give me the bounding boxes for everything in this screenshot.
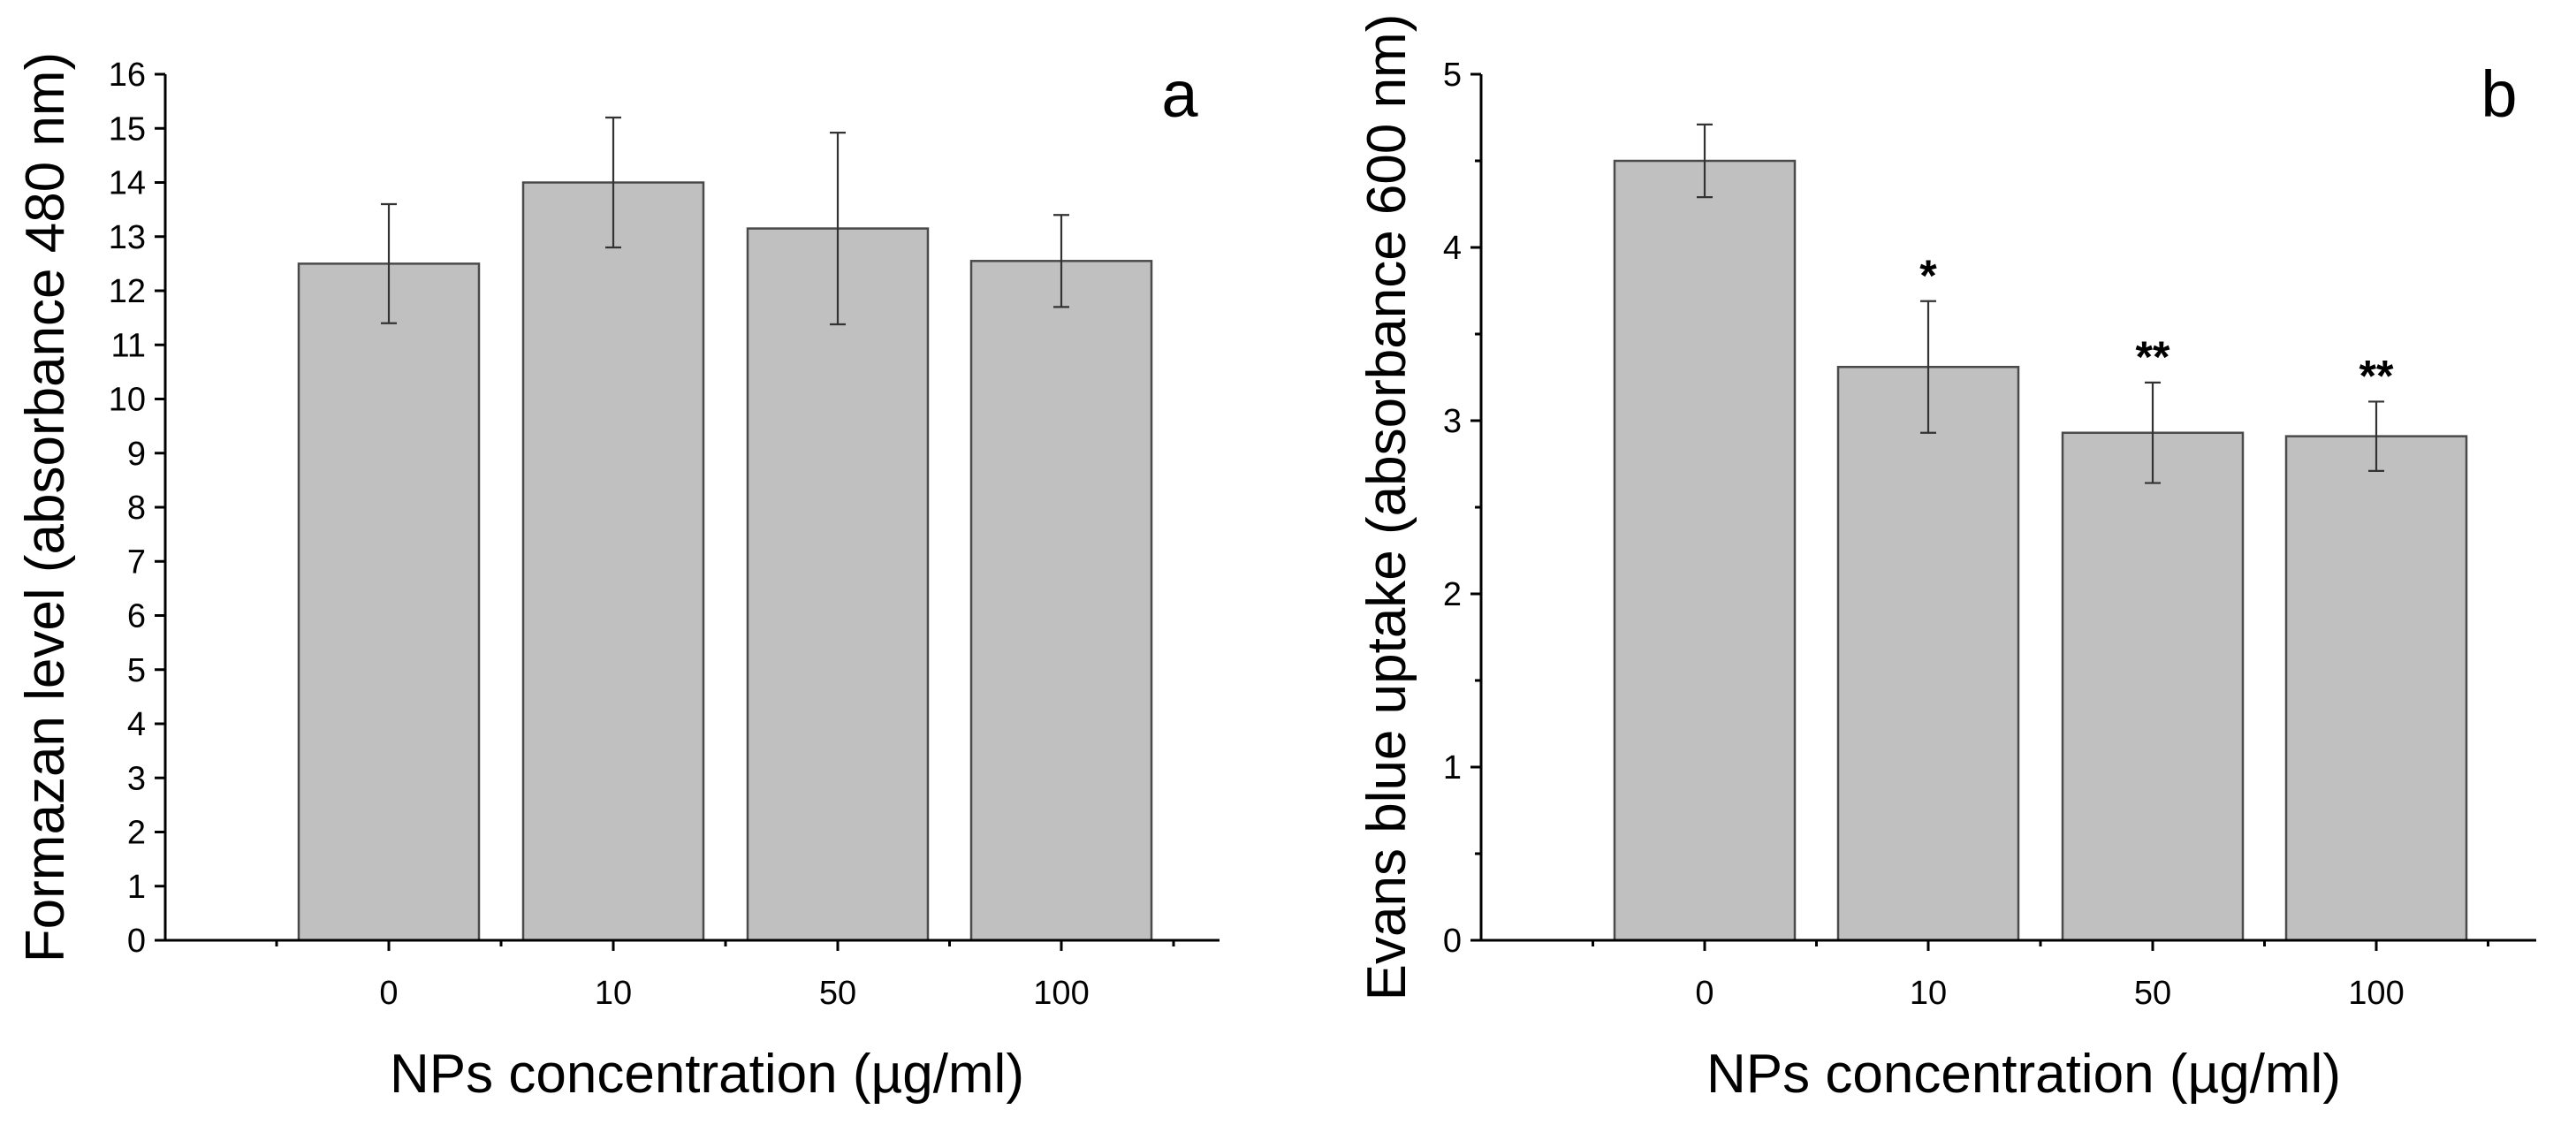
panel-a-y-tick-label-12: 12 [109,273,146,310]
panel-a-y-tick-label-7: 7 [127,543,146,581]
panel-b-bar-50 [2061,431,2245,942]
panel-b-bar-100 [2284,435,2468,942]
panel-b-bars [1613,159,2468,942]
panel-a-bars [297,181,1153,942]
panel-a-y-tick-label-15: 15 [109,110,146,148]
panel-a-y-tick-label-9: 9 [127,436,146,473]
panel-b-label: b [2481,57,2517,131]
panel-b-significance-50: ** [2136,332,2170,382]
panel-a-y-axis-title: Formazan level (absorbance 480 nm) [15,52,76,962]
panel-a-y-tick-label-14: 14 [109,165,146,202]
panel-b-y-tick-label-2: 2 [1443,576,1462,613]
panel-a-y-tick-label-4: 4 [127,706,146,743]
panel-a-y-tick-label-6: 6 [127,598,146,635]
panel-b-bar-10 [1836,365,2020,942]
panel-b-x-axis-title: NPs concentration (µg/ml) [1706,1044,2341,1105]
panel-b-bar-0 [1613,159,1797,942]
panel-a-y-tick-label-16: 16 [109,57,146,94]
panel-b-y-tick-label-1: 1 [1443,749,1462,787]
panel-a-y-tick-label-8: 8 [127,490,146,527]
panel-a-y-tick-label-10: 10 [109,382,146,419]
panel-a-label: a [1161,57,1198,131]
panel-b-y-tick-label-0: 0 [1443,923,1462,960]
panel-b-x-tick-label-10: 10 [1910,975,1947,1012]
panel-a-bar-0 [297,262,481,942]
panel-b-y-ticks: 0 1 2 3 4 5 [1443,57,1481,960]
panel-b-x-tick-label-100: 100 [2348,975,2404,1012]
panel-a-x-tick-label-50: 50 [819,975,856,1012]
panel-a-x-tick-label-10: 10 [595,975,632,1012]
panel-a-y-tick-label-11: 11 [111,327,146,364]
panel-a-y-tick-label-2: 2 [127,815,146,852]
panel-a-y-tick-label-0: 0 [127,923,146,960]
panel-b-x-tick-label-0: 0 [1695,975,1714,1012]
panel-a-bar-100 [969,260,1153,942]
panel-a-error-bars [381,116,1069,326]
panel-a-bar-50 [746,227,930,942]
panel-a-y-tick-label-5: 5 [127,652,146,689]
panel-b-y-tick-label-3: 3 [1443,403,1462,440]
panel-a-x-tick-label-100: 100 [1033,975,1089,1012]
panel-b-x-ticks: 0 10 50 100 [1592,940,2489,1012]
panel-a-x-ticks: 0 10 50 100 [275,940,1175,1012]
panel-b-x-tick-label-50: 50 [2134,975,2171,1012]
panel-a-bar-10 [521,181,705,942]
panel-a-y-tick-label-3: 3 [127,760,146,797]
panel-a-x-axis-title: NPs concentration (µg/ml) [390,1044,1024,1105]
panel-b-y-tick-label-4: 4 [1443,230,1462,267]
panel-a-y-tick-label-13: 13 [109,219,146,256]
panel-b-significance-100: ** [2359,351,2394,400]
panel-a-x-tick-label-0: 0 [379,975,398,1012]
panel-b-error-bars [1697,123,2384,484]
panel-b-y-tick-label-5: 5 [1443,57,1462,94]
panel-b-y-axis-title: Evans blue uptake (absorbance 600 nm) [1356,14,1417,1001]
panel-a-y-tick-label-1: 1 [127,869,146,906]
panel-b-annotations: *** ** [1919,251,2394,401]
panel-b-significance-10: * [1919,251,1937,300]
